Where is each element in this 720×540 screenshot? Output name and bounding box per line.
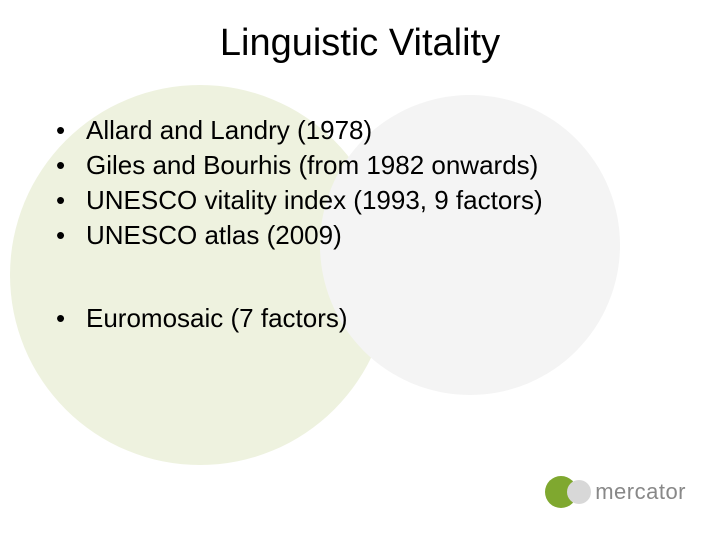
bullet-dot-icon: • [56,218,86,253]
mercator-logo: mercator [545,470,686,514]
bullet-item: • Giles and Bourhis (from 1982 onwards) [56,148,720,183]
bullet-dot-icon: • [56,113,86,148]
bullet-text: Allard and Landry (1978) [86,113,372,148]
bullet-text: UNESCO atlas (2009) [86,218,342,253]
bullet-text: Giles and Bourhis (from 1982 onwards) [86,148,538,183]
bullet-item: • Euromosaic (7 factors) [56,301,720,336]
slide: Linguistic Vitality • Allard and Landry … [0,0,720,540]
bullet-group-1: • Allard and Landry (1978) • Giles and B… [56,113,720,253]
bullet-item: • UNESCO atlas (2009) [56,218,720,253]
bullet-text: Euromosaic (7 factors) [86,301,348,336]
slide-content: • Allard and Landry (1978) • Giles and B… [0,65,720,336]
slide-title: Linguistic Vitality [0,0,720,65]
logo-grey-circle [567,480,591,504]
bullet-item: • Allard and Landry (1978) [56,113,720,148]
bullet-dot-icon: • [56,301,86,336]
logo-text: mercator [595,479,686,505]
bullet-dot-icon: • [56,183,86,218]
bullet-text: UNESCO vitality index (1993, 9 factors) [86,183,543,218]
bullet-group-2: • Euromosaic (7 factors) [56,301,720,336]
bullet-item: • UNESCO vitality index (1993, 9 factors… [56,183,720,218]
bullet-dot-icon: • [56,148,86,183]
logo-circles-icon [545,472,593,512]
